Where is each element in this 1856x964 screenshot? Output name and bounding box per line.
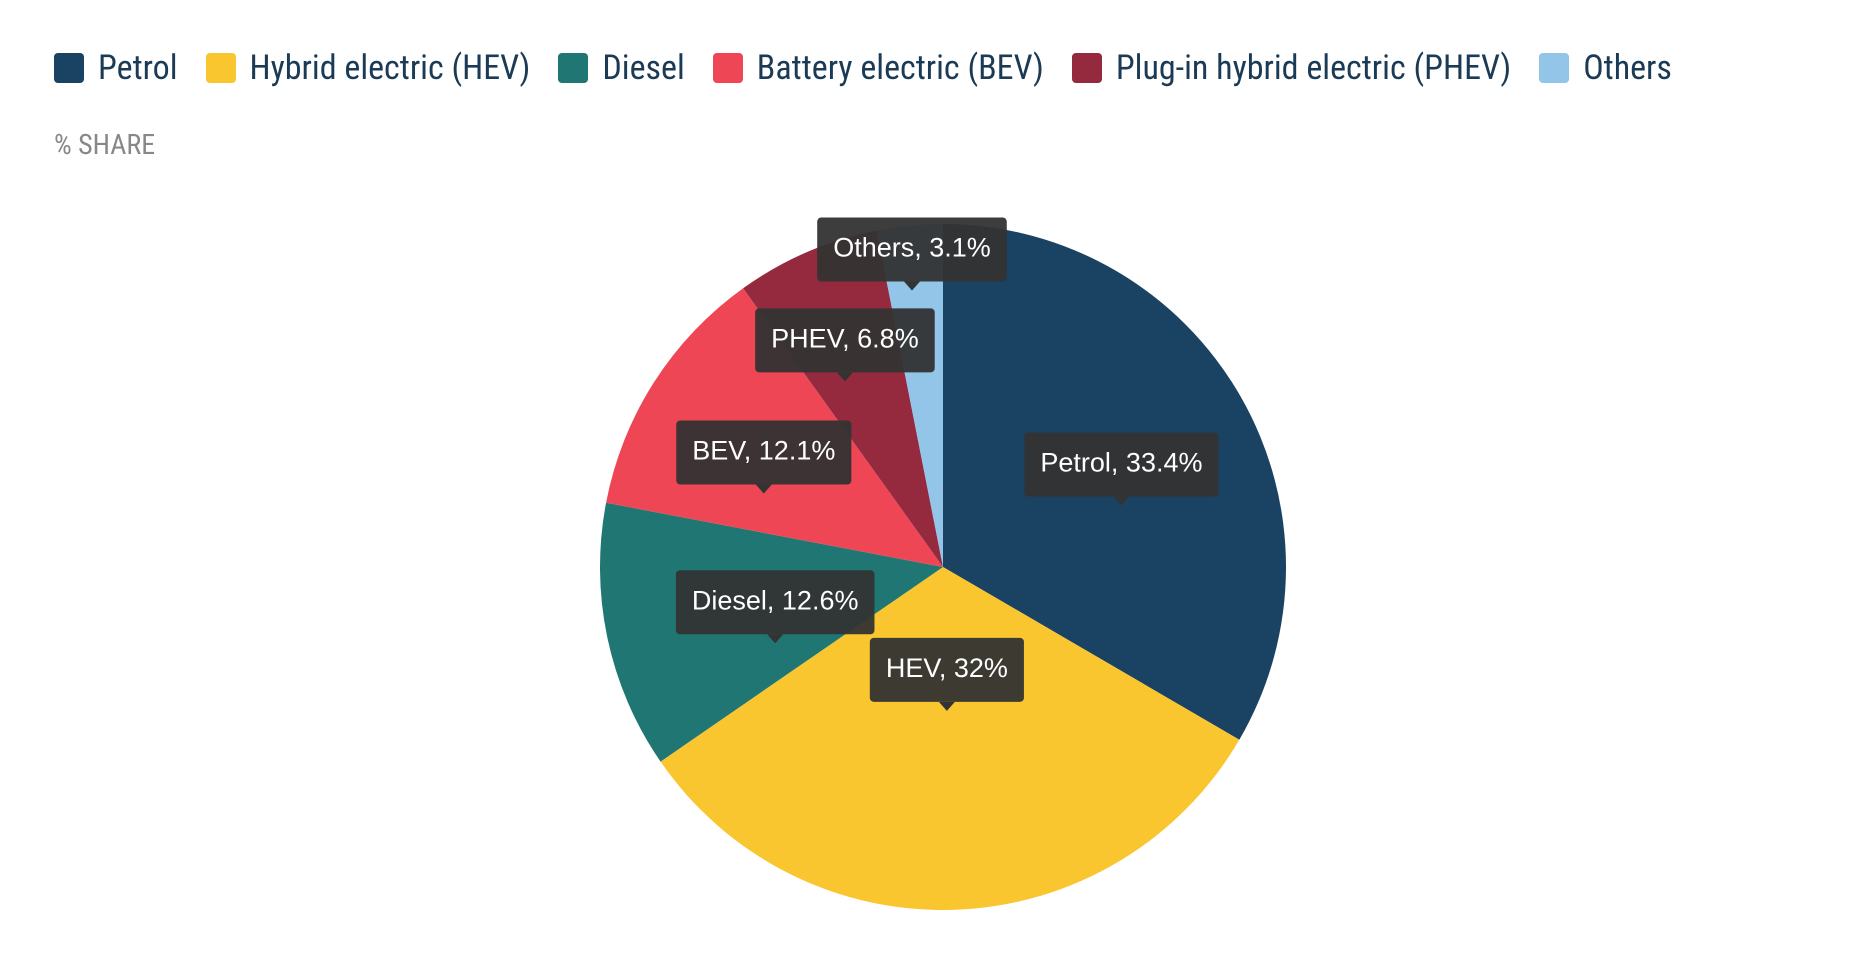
legend-item: Hybrid electric (HEV): [205, 48, 531, 88]
legend-item: Diesel: [558, 48, 685, 88]
legend-label: Diesel: [602, 48, 685, 88]
legend-swatch: [558, 53, 589, 83]
label-pointer: [1113, 496, 1130, 506]
label-pointer: [903, 281, 920, 291]
legend: Petrol Hybrid electric (HEV) Diesel Battery…: [54, 48, 1672, 88]
label-box: [676, 420, 852, 485]
legend-label: Plug-in hybrid electric (PHEV): [1115, 48, 1512, 88]
legend-label: Hybrid electric (HEV): [249, 48, 531, 88]
label-box: [1024, 432, 1219, 497]
data-label-text: Others, 3.1%: [833, 233, 991, 263]
label-pointer: [836, 372, 853, 382]
data-label-text: HEV, 32%: [886, 653, 1008, 683]
label-box: [869, 637, 1024, 702]
data-label: PHEV, 6.8%: [755, 308, 935, 382]
label-pointer: [938, 701, 955, 711]
legend-item: Petrol: [54, 48, 178, 88]
label-box: [755, 308, 935, 373]
data-label: BEV, 12.1%: [676, 420, 852, 494]
data-label-text: Petrol, 33.4%: [1040, 448, 1202, 478]
legend-swatch: [54, 53, 84, 83]
data-label: Diesel, 12.6%: [675, 570, 875, 644]
label-pointer: [767, 634, 784, 644]
legend-item: Battery electric (BEV): [712, 48, 1044, 88]
data-label: Others, 3.1%: [817, 217, 1007, 291]
data-label-text: Diesel, 12.6%: [692, 585, 859, 615]
legend-swatch: [205, 53, 236, 83]
legend-label: Battery electric (BEV): [756, 48, 1044, 88]
legend-item: Others: [1539, 48, 1672, 88]
label-box: [675, 570, 875, 635]
legend-label: Petrol: [98, 48, 178, 88]
label-box: [817, 217, 1007, 282]
legend-swatch: [1539, 53, 1570, 83]
legend-swatch: [1071, 53, 1102, 83]
data-label: Petrol, 33.4%: [1024, 432, 1219, 506]
legend-swatch: [712, 53, 743, 83]
pie-slice: [660, 567, 1240, 910]
data-label-text: BEV, 12.1%: [692, 436, 835, 466]
data-label: HEV, 32%: [869, 637, 1024, 711]
subtitle: % SHARE: [54, 128, 156, 161]
legend-label: Others: [1583, 48, 1672, 88]
data-label-text: PHEV, 6.8%: [771, 323, 919, 353]
legend-item: Plug-in hybrid electric (PHEV): [1071, 48, 1512, 88]
label-pointer: [755, 484, 772, 494]
